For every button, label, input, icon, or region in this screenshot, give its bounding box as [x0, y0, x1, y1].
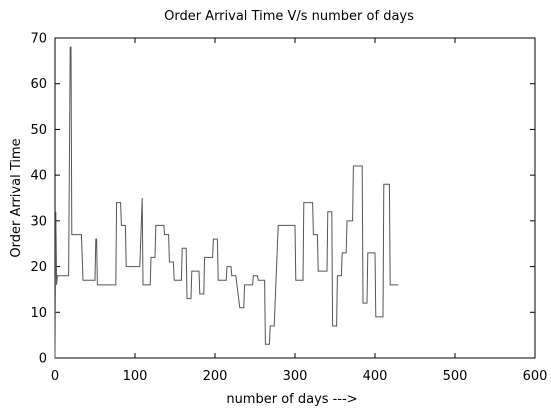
series-group — [54, 46, 399, 359]
x-axis-label: number of days ---> — [226, 392, 357, 407]
x-tick-label: 0 — [51, 369, 59, 384]
y-tick-label: 20 — [30, 260, 47, 275]
y-tick-label: 0 — [39, 352, 47, 367]
x-tick-label: 500 — [443, 369, 468, 384]
x-tick-label: 200 — [203, 369, 228, 384]
y-tick-label: 30 — [30, 214, 47, 229]
x-tick-label: 600 — [523, 369, 548, 384]
y-tick-label: 60 — [30, 77, 47, 92]
series-line — [54, 46, 399, 359]
axis-ticks: 0 100 200 300 400 500 600 0 10 20 30 40 50 60 70 — [30, 32, 547, 385]
y-tick-label: 70 — [30, 32, 47, 47]
x-tick-label: 400 — [363, 369, 388, 384]
x-tick-label: 300 — [283, 369, 308, 384]
y-axis-label: Order Arrival Time — [9, 138, 24, 257]
y-tick-label: 40 — [30, 169, 47, 184]
plot-frame — [54, 37, 536, 359]
x-tick-label: 100 — [123, 369, 148, 384]
y-tick-label: 50 — [30, 123, 47, 138]
y-tick-label: 10 — [30, 306, 47, 321]
chart-title: Order Arrival Time V/s number of days — [164, 9, 414, 24]
